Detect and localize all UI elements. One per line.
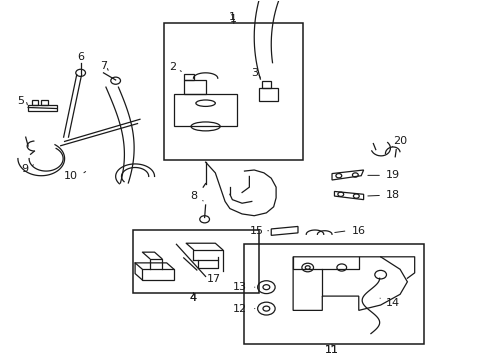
Text: 1: 1 <box>228 13 235 22</box>
Text: 11: 11 <box>325 345 338 355</box>
Text: 14: 14 <box>385 298 399 308</box>
Text: 18: 18 <box>385 190 399 201</box>
Bar <box>41 100 47 105</box>
Bar <box>164 23 302 160</box>
Text: 8: 8 <box>189 191 197 201</box>
Text: 6: 6 <box>77 52 84 62</box>
Text: 17: 17 <box>206 274 221 284</box>
Bar <box>174 94 237 126</box>
Text: 20: 20 <box>392 136 407 146</box>
Text: 1: 1 <box>230 14 237 23</box>
Text: 13: 13 <box>232 282 246 292</box>
Bar <box>28 105 57 111</box>
Text: 16: 16 <box>351 226 365 236</box>
Text: 19: 19 <box>385 170 399 180</box>
Bar <box>183 73 194 80</box>
Text: 7: 7 <box>100 62 107 71</box>
Text: 9: 9 <box>21 164 28 174</box>
Text: 3: 3 <box>250 68 257 78</box>
Bar <box>244 244 424 344</box>
Text: 2: 2 <box>169 63 176 72</box>
Text: 5: 5 <box>17 96 24 107</box>
Text: 11: 11 <box>325 345 338 355</box>
Text: 10: 10 <box>64 171 78 181</box>
Bar <box>259 88 277 102</box>
Bar <box>261 81 271 88</box>
Bar <box>183 80 205 94</box>
Text: 12: 12 <box>232 303 246 314</box>
Bar <box>132 230 259 293</box>
Text: 4: 4 <box>189 293 197 303</box>
Text: 15: 15 <box>249 226 264 236</box>
Bar <box>32 100 38 105</box>
Text: 4: 4 <box>189 293 197 303</box>
